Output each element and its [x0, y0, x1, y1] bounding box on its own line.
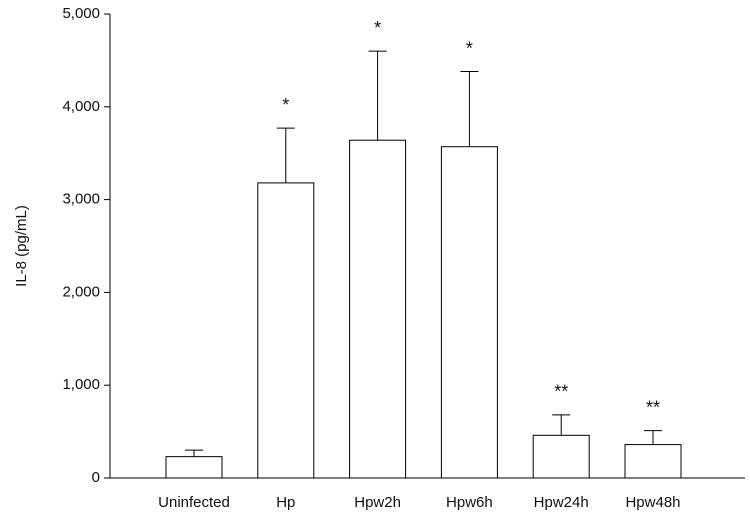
- x-tick-label: Hpw6h: [446, 494, 493, 511]
- y-tick-label: 5,000: [62, 5, 100, 22]
- significance-label: *: [466, 38, 473, 58]
- x-tick-label: Hpw2h: [354, 494, 401, 511]
- y-tick-label: 0: [92, 469, 100, 486]
- bar: [165, 456, 223, 479]
- y-axis-label: IL-8 (pg/mL): [13, 205, 30, 287]
- significance-label: *: [282, 95, 289, 115]
- y-tick-label: 3,000: [62, 191, 100, 208]
- bar: [532, 434, 590, 479]
- x-tick-label: Hp: [276, 494, 295, 511]
- significance-label: **: [646, 397, 660, 417]
- x-tick-label: Hpw48h: [625, 494, 680, 511]
- bar: [440, 146, 498, 479]
- y-tick-label: 2,000: [62, 283, 100, 300]
- bar: [349, 139, 407, 479]
- significance-label: **: [554, 382, 568, 402]
- x-tick-label: Uninfected: [158, 494, 230, 511]
- y-tick-label: 4,000: [62, 98, 100, 115]
- bar: [624, 444, 682, 479]
- significance-label: *: [374, 18, 381, 38]
- y-tick-label: 1,000: [62, 376, 100, 393]
- x-tick-label: Hpw24h: [534, 494, 589, 511]
- bar: [257, 182, 315, 479]
